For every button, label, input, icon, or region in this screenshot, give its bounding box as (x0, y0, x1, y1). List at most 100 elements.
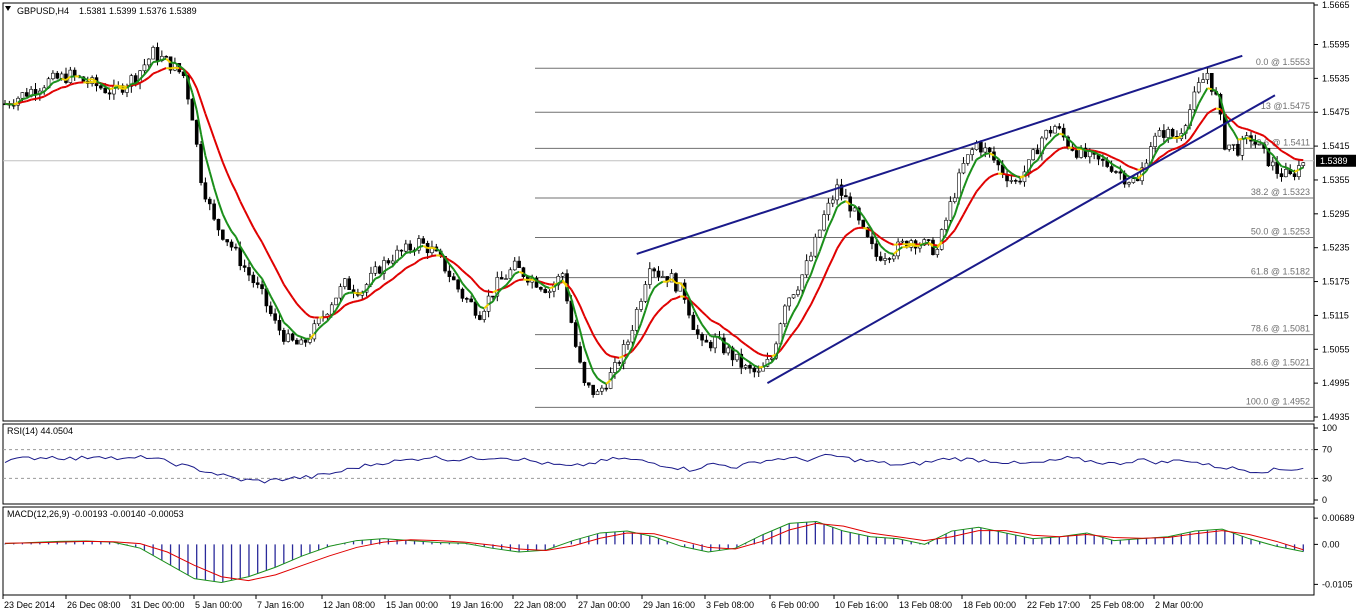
candle-body (351, 289, 356, 293)
ma-fast-segment (1054, 132, 1060, 138)
ma-fast-segment (248, 260, 255, 269)
ma-fast-segment (910, 244, 916, 248)
ma-fast-segment (953, 200, 961, 216)
ma-fast-segment (923, 241, 929, 245)
ma-fast-segment (396, 256, 403, 262)
ma-slow-segment (1036, 163, 1043, 170)
candle-body (726, 347, 731, 354)
ma-fast-segment (570, 298, 577, 316)
candle-body (190, 98, 195, 121)
ma-slow-segment (118, 84, 123, 88)
ma-fast-segment (705, 329, 712, 337)
ma-slow-segment (953, 222, 960, 231)
ma-fast-segment (217, 201, 224, 215)
channel-lower-line[interactable] (766, 94, 1276, 385)
ma-fast-segment (100, 82, 106, 88)
candle-body (51, 72, 55, 80)
candle-body (1270, 161, 1275, 167)
ma-fast-segment (736, 350, 743, 358)
ma-slow-segment (753, 350, 760, 355)
collapse-arrow-icon[interactable] (5, 6, 11, 11)
ma-fast-segment (644, 296, 651, 311)
candle-body (295, 339, 299, 345)
candle-body (1031, 149, 1035, 161)
ma-slow-segment (1167, 148, 1174, 153)
ma-fast-segment (749, 361, 755, 367)
ma-slow-segment (431, 254, 437, 257)
ma-slow-segment (265, 250, 272, 260)
candle-body (713, 336, 717, 349)
ma-slow-segment (152, 70, 158, 75)
ma-fast-segment (561, 279, 568, 288)
ma-slow-segment (966, 198, 974, 208)
ma-fast-segment (135, 78, 141, 85)
ma-fast-segment (318, 323, 324, 330)
ma-slow-segment (697, 306, 703, 313)
ma-fast-segment (614, 369, 620, 375)
ma-slow-segment (1115, 158, 1121, 162)
candle-body (268, 305, 273, 314)
ma-fast-segment (291, 330, 298, 337)
ma-slow-segment (705, 315, 712, 321)
time-tick-label: 27 Jan 00:00 (578, 600, 630, 610)
ma-fast-segment (501, 284, 507, 290)
channel-upper-line[interactable] (636, 54, 1243, 255)
time-tick-label: 2 Mar 00:00 (1155, 600, 1203, 610)
ma-fast-segment (1093, 151, 1099, 156)
candle-body (647, 268, 652, 285)
ma-fast-segment (1168, 136, 1173, 140)
candle-body (613, 362, 617, 373)
time-tick-label: 23 Dec 2014 (4, 600, 55, 610)
ma-slow-segment (226, 172, 233, 184)
candle-body (695, 329, 700, 335)
ma-fast-segment (374, 275, 381, 280)
candle-body (451, 276, 456, 281)
price-tick-label: 1.5595 (1322, 40, 1350, 50)
ma-fast-segment (509, 273, 516, 281)
candle-body (24, 92, 29, 97)
ma-fast-segment (335, 301, 342, 311)
ma-slow-segment (810, 295, 817, 305)
ma-fast-segment (483, 303, 490, 310)
candle-body (460, 288, 465, 299)
candle-body (273, 313, 277, 321)
fibo-level-label: 38.2 @ 1.5323 (1251, 187, 1310, 197)
candle-body (578, 346, 582, 363)
ma-slow-segment (256, 234, 263, 243)
fibo-level-label: 88.6 @ 1.5021 (1251, 357, 1310, 367)
ma-slow-segment (296, 303, 302, 310)
ma-fast-segment (1119, 168, 1126, 175)
ma-fast-segment (701, 324, 708, 332)
candle-body (1009, 180, 1014, 182)
candle-body (1013, 180, 1018, 182)
ma-fast-segment (265, 287, 272, 297)
ma-fast-segment (1137, 174, 1143, 180)
ma-slow-segment (570, 289, 577, 298)
ma-slow-segment (740, 340, 747, 346)
ma-slow-segment (361, 296, 368, 301)
candle-body (1074, 150, 1079, 158)
ma-fast-segment (596, 377, 603, 383)
ma-slow-segment (287, 290, 294, 299)
ma-slow-segment (1193, 125, 1200, 134)
time-tick-label: 19 Jan 16:00 (451, 600, 503, 610)
candle-body (600, 387, 604, 392)
candle-body (1170, 129, 1175, 137)
ma-slow-segment (601, 347, 607, 355)
price-tick-label: 1.5535 (1322, 73, 1350, 83)
candle-body (1201, 79, 1205, 83)
candle-body (595, 390, 600, 395)
ma-fast-segment (801, 283, 808, 296)
ma-slow-segment (282, 283, 290, 292)
ma-slow-segment (309, 315, 315, 319)
price-tick-label: 1.5355 (1322, 175, 1350, 185)
candle-body (748, 365, 752, 369)
ma-slow-segment (845, 231, 851, 237)
candle-body (517, 260, 521, 268)
ma-fast-segment (670, 278, 677, 284)
ma-slow-segment (758, 352, 764, 357)
candle-body (1240, 138, 1245, 156)
ma-fast-segment (1215, 90, 1222, 100)
ma-fast-segment (439, 250, 446, 259)
